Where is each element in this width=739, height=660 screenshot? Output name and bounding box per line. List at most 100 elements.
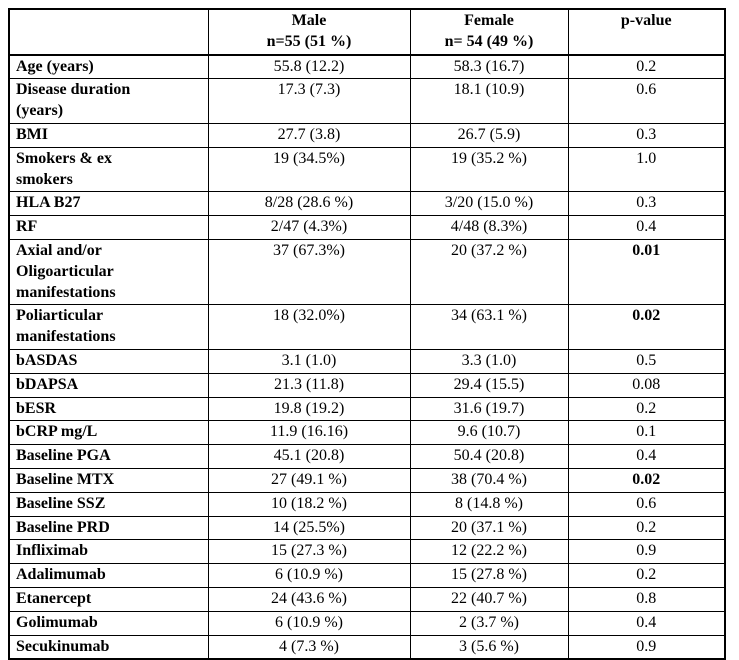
row-label-cell: Age (years) (8, 54, 209, 80)
table-row: BMI 27.7 (3.8) 26.7 (5.9) 0.3 (8, 122, 726, 148)
male-value-cell: 27 (49.1 %) (207, 467, 411, 493)
male-value-cell: 21.3 (11.8) (207, 372, 411, 398)
table-row: Poliarticular manifestations 18 (32.0%) … (8, 304, 726, 350)
table-row: Secukinumab 4 (7.3 %) 3 (5.6 %) 0.9 (8, 634, 726, 660)
p-value-cell: 1.0 (567, 146, 726, 193)
p-value-cell: 0.3 (567, 191, 726, 217)
female-value-cell: 34 (63.1 %) (409, 304, 569, 350)
row-label-cell: Golimumab (8, 610, 209, 636)
p-value-cell: 0.4 (567, 444, 726, 469)
table-row: Infliximab 15 (27.3 %) 12 (22.2 %) 0.9 (8, 539, 726, 565)
row-label-cell: Disease duration (years) (8, 78, 209, 124)
row-label-cell: Poliarticular manifestations (8, 304, 209, 350)
male-value-cell: 19.8 (19.2) (207, 396, 411, 422)
male-value-cell: 24 (43.6 %) (207, 586, 411, 612)
male-value-cell: 45.1 (20.8) (207, 444, 411, 469)
p-value-cell: 0.02 (567, 467, 726, 493)
table-row: HLA B27 8/28 (28.6 %) 3/20 (15.0 %) 0.3 (8, 191, 726, 217)
male-value-cell: 10 (18.2 %) (207, 491, 411, 517)
female-value-cell: 20 (37.2 %) (409, 238, 569, 306)
female-value-cell: 18.1 (10.9) (409, 78, 569, 124)
female-value-cell: 4/48 (8.3%) (409, 215, 569, 240)
header-pvalue-column: p-value (567, 8, 726, 56)
table-row: Baseline PGA 45.1 (20.8) 50.4 (20.8) 0.4 (8, 444, 726, 469)
p-value-cell: 0.4 (567, 610, 726, 636)
row-label-cell: Axial and/or Oligoarticular manifestatio… (8, 238, 209, 306)
male-value-cell: 55.8 (12.2) (207, 54, 411, 80)
row-label-cell: bESR (8, 396, 209, 422)
male-value-cell: 14 (25.5%) (207, 515, 411, 541)
male-value-cell: 18 (32.0%) (207, 304, 411, 350)
p-value-cell: 0.01 (567, 238, 726, 306)
female-value-cell: 38 (70.4 %) (409, 467, 569, 493)
header-empty-cell (8, 8, 209, 56)
female-value-cell: 9.6 (10.7) (409, 420, 569, 446)
female-value-cell: 8 (14.8 %) (409, 491, 569, 517)
female-value-cell: 19 (35.2 %) (409, 146, 569, 193)
p-value-cell: 0.6 (567, 78, 726, 124)
p-value-cell: 0.4 (567, 215, 726, 240)
table-row: Baseline PRD 14 (25.5%) 20 (37.1 %) 0.2 (8, 515, 726, 541)
row-label-cell: Smokers & ex smokers (8, 146, 209, 193)
row-label-cell: Baseline MTX (8, 467, 209, 493)
p-value-cell: 0.3 (567, 122, 726, 148)
female-value-cell: 3/20 (15.0 %) (409, 191, 569, 217)
male-value-cell: 4 (7.3 %) (207, 634, 411, 660)
row-label-cell: Baseline PGA (8, 444, 209, 469)
male-value-cell: 15 (27.3 %) (207, 539, 411, 565)
male-value-cell: 6 (10.9 %) (207, 563, 411, 588)
row-label-cell: Secukinumab (8, 634, 209, 660)
table-row: bCRP mg/L 11.9 (16.16) 9.6 (10.7) 0.1 (8, 420, 726, 446)
female-value-cell: 15 (27.8 %) (409, 563, 569, 588)
table-row: Adalimumab 6 (10.9 %) 15 (27.8 %) 0.2 (8, 563, 726, 588)
male-value-cell: 2/47 (4.3%) (207, 215, 411, 240)
male-value-cell: 27.7 (3.8) (207, 122, 411, 148)
table-row: Etanercept 24 (43.6 %) 22 (40.7 %) 0.8 (8, 586, 726, 612)
p-value-cell: 0.02 (567, 304, 726, 350)
male-value-cell: 3.1 (1.0) (207, 348, 411, 374)
female-value-cell: 22 (40.7 %) (409, 586, 569, 612)
female-value-cell: 20 (37.1 %) (409, 515, 569, 541)
female-value-cell: 26.7 (5.9) (409, 122, 569, 148)
table-row: Disease duration (years) 17.3 (7.3) 18.1… (8, 78, 726, 124)
female-value-cell: 3 (5.6 %) (409, 634, 569, 660)
row-label-cell: bASDAS (8, 348, 209, 374)
p-value-cell: 0.2 (567, 396, 726, 422)
table-row: bDAPSA 21.3 (11.8) 29.4 (15.5) 0.08 (8, 372, 726, 398)
table-row: RF 2/47 (4.3%) 4/48 (8.3%) 0.4 (8, 215, 726, 240)
header-female-column: Female n= 54 (49 %) (409, 8, 569, 56)
table-row: bESR 19.8 (19.2) 31.6 (19.7) 0.2 (8, 396, 726, 422)
female-value-cell: 29.4 (15.5) (409, 372, 569, 398)
table-row: Golimumab 6 (10.9 %) 2 (3.7 %) 0.4 (8, 610, 726, 636)
p-value-cell: 0.8 (567, 586, 726, 612)
table-row: Axial and/or Oligoarticular manifestatio… (8, 238, 726, 306)
female-value-cell: 31.6 (19.7) (409, 396, 569, 422)
patient-characteristics-table: Male n=55 (51 %) Female n= 54 (49 %) p-v… (8, 8, 726, 660)
female-value-cell: 2 (3.7 %) (409, 610, 569, 636)
row-label-cell: BMI (8, 122, 209, 148)
table-row: bASDAS 3.1 (1.0) 3.3 (1.0) 0.5 (8, 348, 726, 374)
female-value-cell: 3.3 (1.0) (409, 348, 569, 374)
row-label-cell: RF (8, 215, 209, 240)
p-value-cell: 0.6 (567, 491, 726, 517)
row-label-cell: Baseline SSZ (8, 491, 209, 517)
p-value-cell: 0.2 (567, 563, 726, 588)
row-label-cell: bDAPSA (8, 372, 209, 398)
table-row: Baseline MTX 27 (49.1 %) 38 (70.4 %) 0.0… (8, 467, 726, 493)
male-value-cell: 19 (34.5%) (207, 146, 411, 193)
female-value-cell: 12 (22.2 %) (409, 539, 569, 565)
header-male-column: Male n=55 (51 %) (207, 8, 411, 56)
male-value-cell: 6 (10.9 %) (207, 610, 411, 636)
row-label-cell: HLA B27 (8, 191, 209, 217)
p-value-cell: 0.9 (567, 634, 726, 660)
male-value-cell: 8/28 (28.6 %) (207, 191, 411, 217)
male-value-cell: 17.3 (7.3) (207, 78, 411, 124)
row-label-cell: bCRP mg/L (8, 420, 209, 446)
p-value-cell: 0.9 (567, 539, 726, 565)
table-body: Age (years) 55.8 (12.2) 58.3 (16.7) 0.2 … (8, 54, 726, 660)
male-value-cell: 11.9 (16.16) (207, 420, 411, 446)
male-value-cell: 37 (67.3%) (207, 238, 411, 306)
p-value-cell: 0.5 (567, 348, 726, 374)
p-value-cell: 0.2 (567, 54, 726, 80)
